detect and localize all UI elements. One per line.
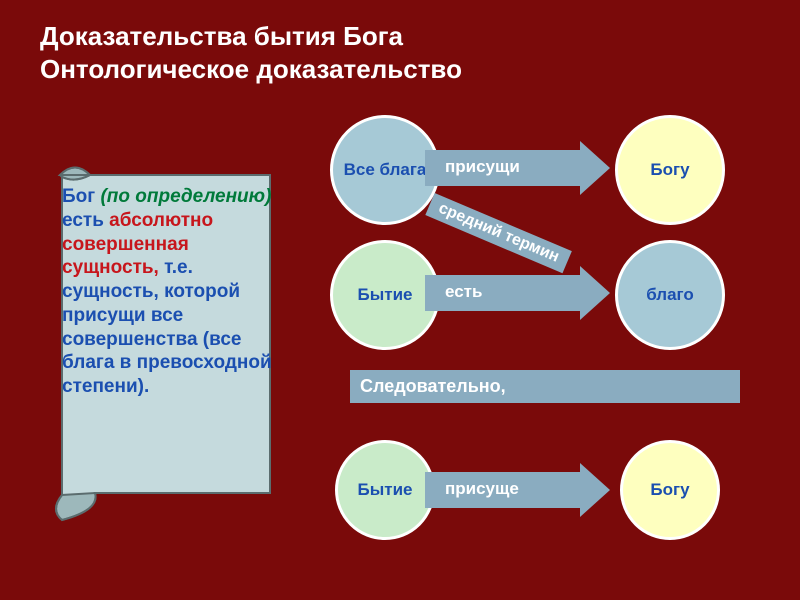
circle-god-1-label: Богу	[650, 160, 689, 180]
slide: Доказательства бытия Бога Онтологическое…	[0, 0, 800, 600]
circle-good-label: благо	[646, 285, 694, 305]
conclusion-bar: Следовательно,	[350, 370, 740, 403]
arrow-2-label: есть	[445, 282, 482, 302]
def-seg3: есть	[62, 210, 104, 231]
arrow-2-head	[580, 266, 610, 320]
definition-scroll: Бог (по определению) есть абсолютно сове…	[40, 155, 290, 525]
arrow-3-head	[580, 463, 610, 517]
circle-being-2: Бытие	[335, 440, 435, 540]
arrow-3-label: присуще	[445, 479, 519, 499]
circle-god-2-label: Богу	[650, 480, 689, 500]
arrow-1-label: присущи	[445, 157, 520, 177]
arrow-1: присущи	[425, 150, 610, 186]
circle-god-2: Богу	[620, 440, 720, 540]
arrow-3: присуще	[425, 472, 610, 508]
circle-being-1-label: Бытие	[358, 285, 413, 305]
title-line2: Онтологическое доказательство	[40, 53, 462, 86]
arrow-1-head	[580, 141, 610, 195]
definition-text: Бог (по определению) есть абсолютно сове…	[62, 185, 272, 399]
def-seg1: Бог	[62, 186, 95, 207]
circle-all-goods: Все блага	[330, 115, 440, 225]
circle-god-1: Богу	[615, 115, 725, 225]
title-line1: Доказательства бытия Бога	[40, 20, 462, 53]
circle-good: благо	[615, 240, 725, 350]
slide-title: Доказательства бытия Бога Онтологическое…	[40, 20, 462, 85]
arrow-2: есть	[425, 275, 610, 311]
def-seg2: (по определению)	[95, 186, 271, 207]
middle-term-label: средний термин	[425, 193, 572, 273]
circle-being-2-label: Бытие	[358, 480, 413, 500]
circle-being-1: Бытие	[330, 240, 440, 350]
circle-all-goods-label: Все блага	[344, 160, 427, 180]
